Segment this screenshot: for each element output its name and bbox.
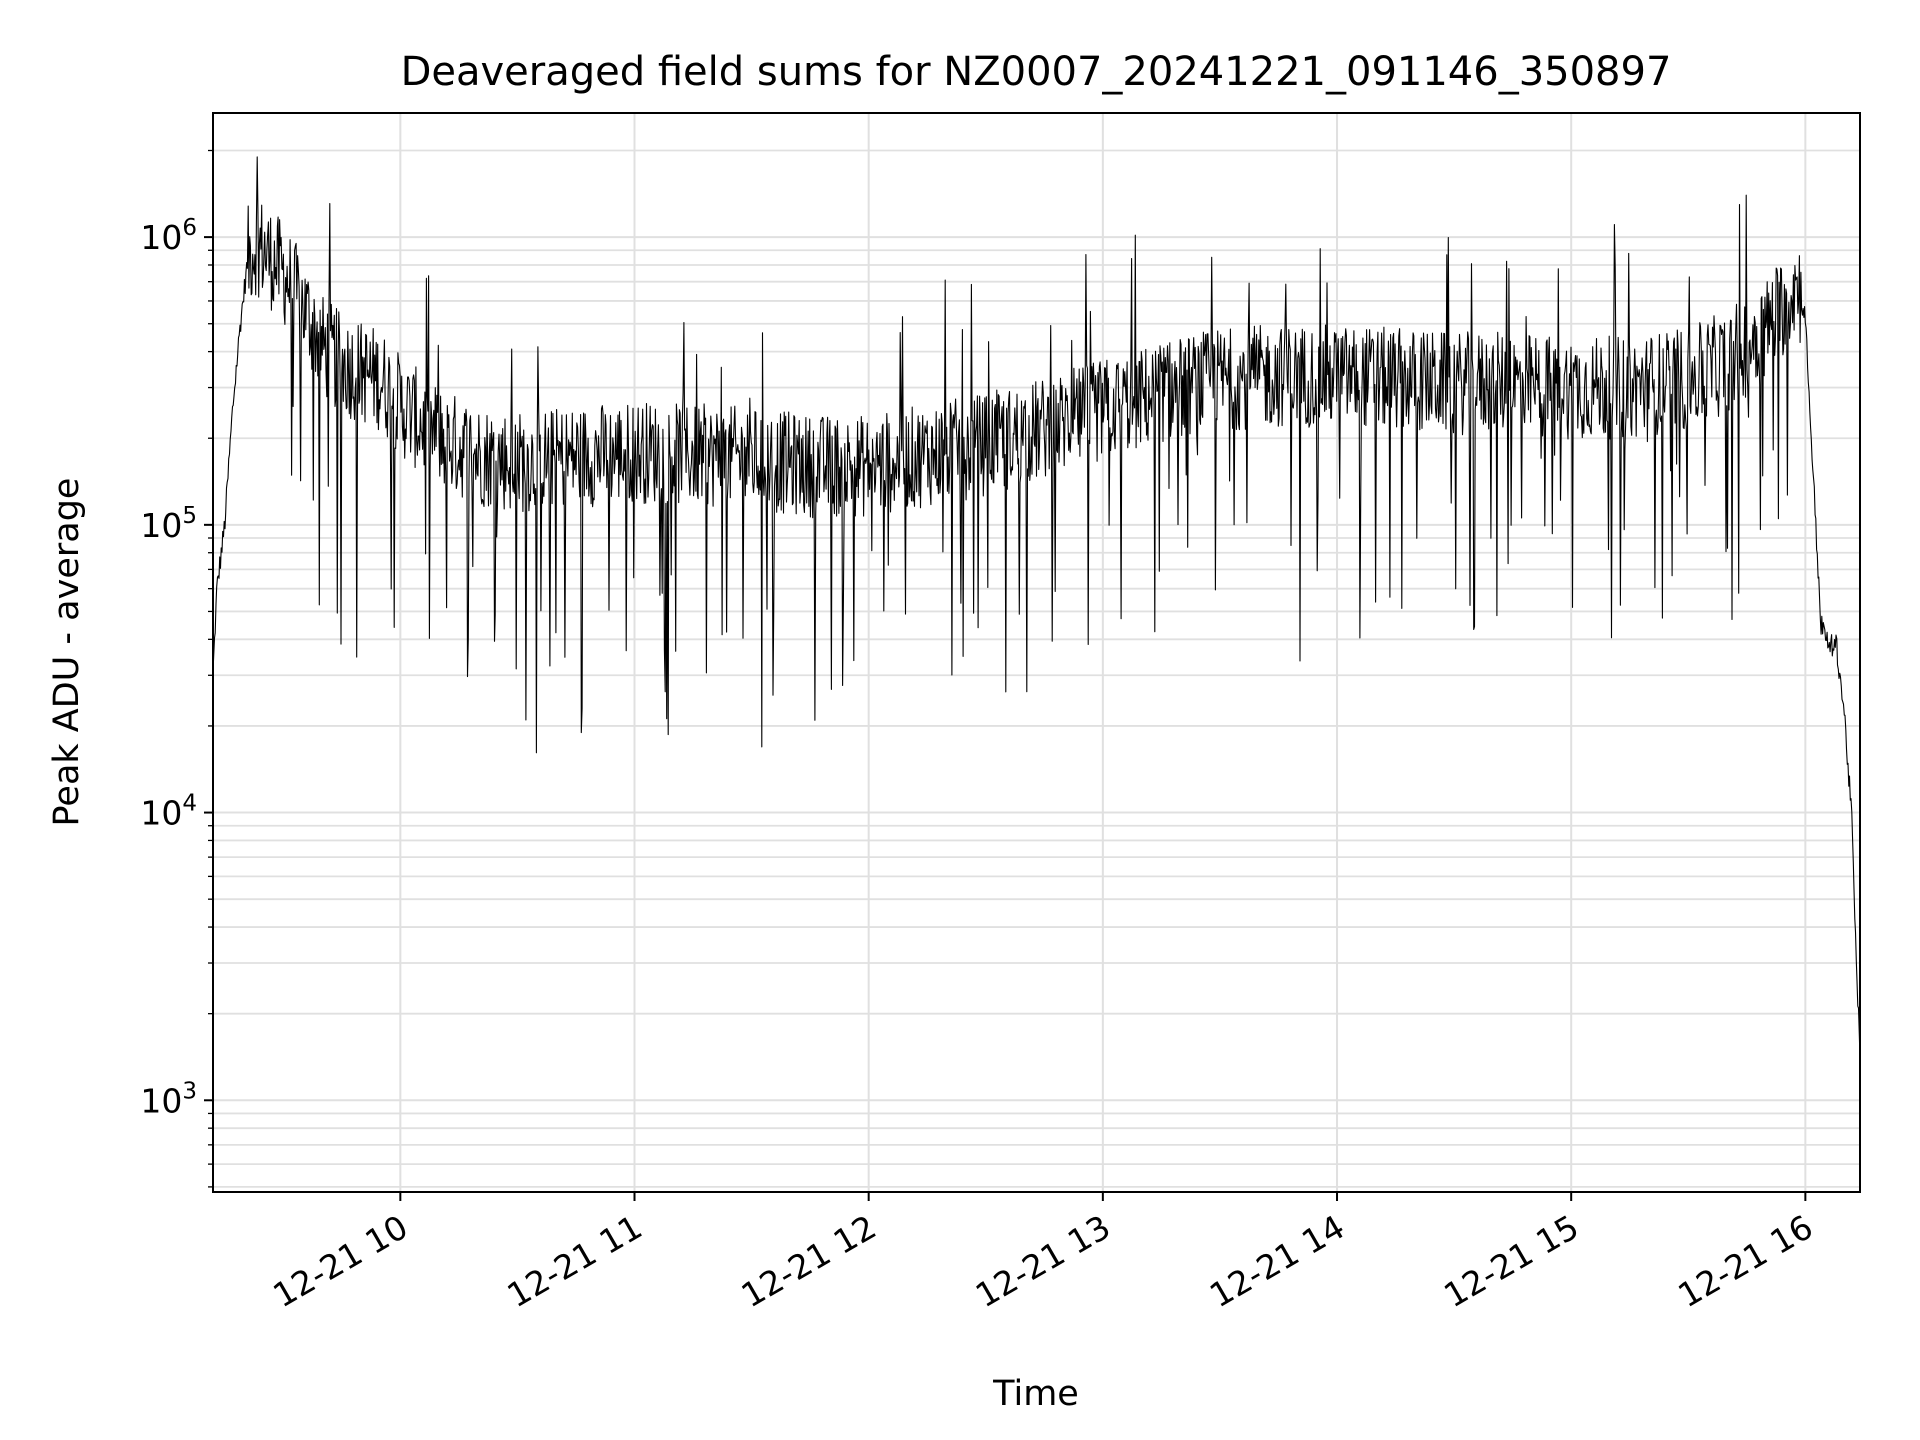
series-line <box>212 156 1861 1060</box>
x-axis-label: Time <box>992 1374 1079 1414</box>
chart-title: Deaveraged field sums for NZ0007_2024122… <box>401 49 1672 95</box>
y-tick-label: 106 <box>140 215 197 257</box>
series-layer <box>212 156 1861 1060</box>
y-tick-label: 104 <box>140 791 197 833</box>
y-axis-label: Peak ADU - average <box>47 478 87 827</box>
y-tick-label: 105 <box>140 503 197 545</box>
plot-frame <box>212 112 1861 1193</box>
y-tick-label: 103 <box>140 1078 197 1120</box>
